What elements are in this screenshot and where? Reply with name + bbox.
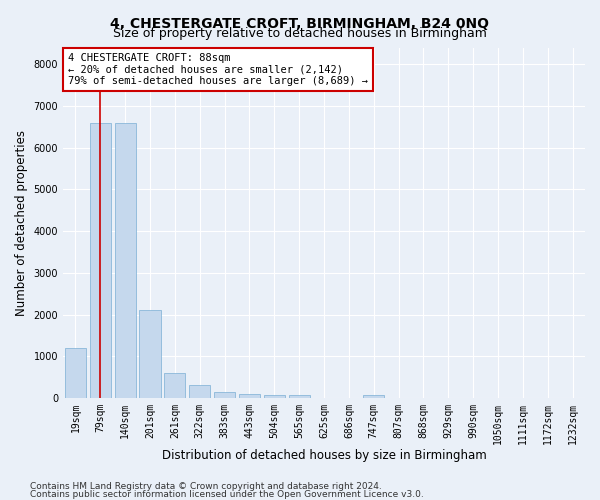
Text: 4 CHESTERGATE CROFT: 88sqm
← 20% of detached houses are smaller (2,142)
79% of s: 4 CHESTERGATE CROFT: 88sqm ← 20% of deta… [68,53,368,86]
Text: Contains HM Land Registry data © Crown copyright and database right 2024.: Contains HM Land Registry data © Crown c… [30,482,382,491]
Bar [189,385,211,398]
Bar [90,122,111,398]
X-axis label: Distribution of detached houses by size in Birmingham: Distribution of detached houses by size … [161,450,487,462]
Bar [214,392,235,398]
Text: Contains public sector information licensed under the Open Government Licence v3: Contains public sector information licen… [30,490,424,499]
Bar [139,310,161,398]
Y-axis label: Number of detached properties: Number of detached properties [15,130,28,316]
Bar [65,348,86,398]
Bar [239,394,260,398]
Bar [363,394,384,398]
Text: 4, CHESTERGATE CROFT, BIRMINGHAM, B24 0NQ: 4, CHESTERGATE CROFT, BIRMINGHAM, B24 0N… [110,18,490,32]
Bar [264,396,285,398]
Bar [164,373,185,398]
Bar [289,394,310,398]
Text: Size of property relative to detached houses in Birmingham: Size of property relative to detached ho… [113,28,487,40]
Bar [115,122,136,398]
